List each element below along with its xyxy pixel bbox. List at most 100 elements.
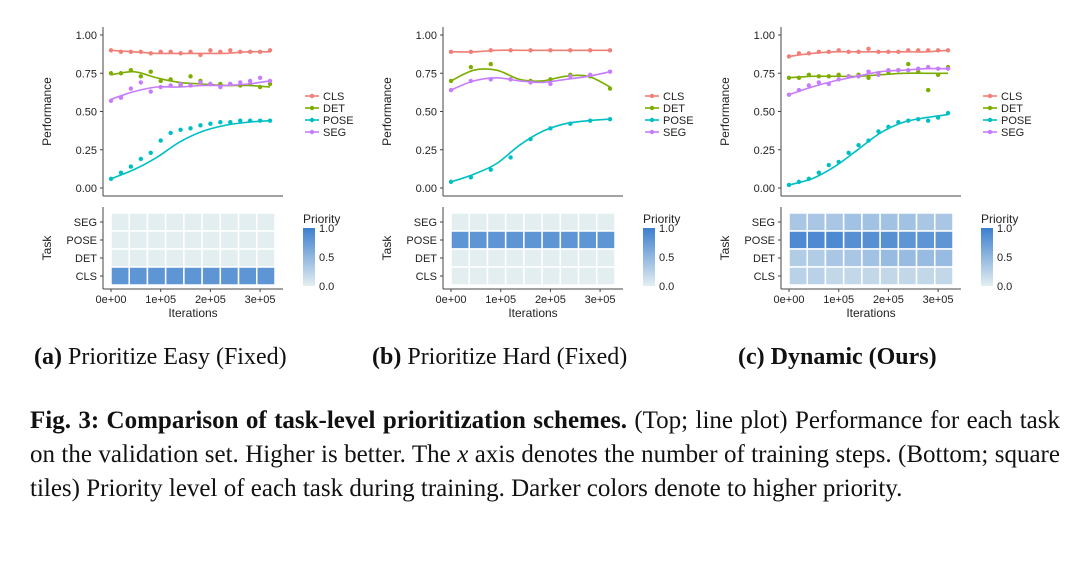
panel-c-point-seg: [945, 66, 951, 71]
panel-c-point-pose: [846, 150, 851, 156]
panel-c-heatmap-tile: [897, 212, 918, 232]
panel-b-legend-label-det: DET: [663, 103, 685, 115]
panel-a-ylabel: Performance: [40, 77, 54, 146]
panel-c-point-cls: [935, 48, 941, 53]
subcaption-a-label: (a): [34, 344, 62, 370]
panel-a-point-pose: [218, 120, 223, 125]
panel-c-xtick-label: 3e+05: [923, 294, 954, 306]
panel-c-ytick-label: 0.50: [754, 107, 775, 119]
panel-b-point-det: [548, 77, 553, 82]
panel-c-heatmap-tile: [934, 266, 954, 286]
panel-b-legend-dot-cls: [649, 93, 655, 99]
panel-a-legend-dot-det: [309, 105, 315, 111]
panel-c-task-label: CLS: [754, 271, 775, 283]
panel-a-point-pose: [267, 118, 273, 123]
panel-a-point-seg: [198, 80, 203, 85]
panel-b-legend-label-cls: CLS: [663, 91, 684, 103]
panel-c-point-seg: [906, 67, 911, 73]
panel-a-point-seg: [218, 84, 223, 90]
panel-b-xtick-label: 1e+05: [485, 294, 516, 306]
panel-b-heatmap-tile: [468, 266, 489, 286]
panel-c-point-cls: [925, 48, 931, 53]
panel-b-heatmap-ylabel: Task: [380, 235, 394, 261]
panel-c-priority-tick-label: 0.5: [997, 252, 1012, 264]
panel-a-point-cls: [247, 49, 253, 55]
panel-b-heatmap-tile: [596, 230, 616, 250]
panel-b-point-seg: [508, 77, 513, 82]
panel-c-heatmap-tile: [879, 248, 900, 268]
panel-a-heatmap-tile: [201, 212, 222, 232]
panel-c-legend-label-det: DET: [1001, 103, 1023, 115]
caption-text-2: axis denotes the number of training step…: [30, 441, 1060, 502]
panel-a-point-pose: [138, 156, 144, 162]
panel-b-heatmap-tile: [541, 212, 562, 232]
panel-a-point-seg: [178, 81, 183, 87]
panel-c-heatmap-tile: [806, 230, 827, 250]
panel-a-priority-colorbar: [303, 228, 315, 286]
panel-b-heatmap-tile: [559, 230, 580, 250]
panel-c-fit-line-cls: [788, 49, 949, 58]
panel-b-heatmap-tile: [577, 230, 598, 250]
subcaption-b-label: (b): [372, 344, 402, 370]
panel-c-heatmap-tile: [861, 248, 881, 268]
panel-c-heatmap-tile: [824, 212, 845, 232]
panel-c-xtick-label: 2e+05: [873, 294, 904, 306]
panel-b-point-pose: [468, 175, 474, 180]
panel-b-heatmap-tile: [450, 248, 470, 268]
panel-c-point-cls: [796, 51, 802, 56]
panel-a-heatmap-tile: [183, 248, 203, 268]
panel-b-point-pose: [587, 118, 593, 123]
panel-a-heatmap-tile: [219, 248, 240, 268]
panel-c-heatmap-tile: [788, 212, 808, 232]
panel-a-point-det: [257, 84, 263, 90]
panel-c-heatmap-tile: [879, 212, 900, 232]
panel-c-heatmap-tile: [915, 212, 936, 232]
panel-b-point-seg: [587, 72, 593, 77]
panel-a-point-pose: [178, 127, 183, 133]
panel-a-heatmap-tile: [128, 248, 149, 268]
panel-a-heatmap-tile: [146, 212, 167, 232]
panel-c-heatmap-tile: [861, 212, 881, 232]
panel-c-point-seg: [796, 87, 802, 93]
panel-c-point-seg: [826, 81, 831, 87]
panel-b-priority-tick-label: 1.0: [659, 223, 674, 235]
panel-a-point-cls: [188, 49, 193, 55]
panel-c-point-cls: [886, 49, 891, 55]
panel-b-heatmap-tile: [468, 248, 489, 268]
panel-b-point-det: [448, 78, 454, 84]
panel-c-point-cls: [916, 48, 921, 53]
panel-b-heatmap-tile: [504, 248, 525, 268]
panel-b-heatmap-tile: [559, 266, 580, 286]
panel-a-xtick-label: 1e+05: [145, 294, 176, 306]
panel-a-legend-label-seg: SEG: [323, 127, 346, 139]
panel-c-point-det: [796, 75, 802, 81]
panel-b-point-cls: [607, 48, 613, 53]
panel-b-point-seg: [568, 74, 573, 79]
panel-c-point-pose: [836, 159, 841, 165]
panel-a-task-label: POSE: [66, 235, 97, 247]
panel-b-point-cls: [587, 48, 593, 53]
panel-a-heatmap-tile: [128, 212, 149, 232]
panel-c-point-det: [816, 74, 822, 79]
panel-a-point-cls: [198, 52, 203, 58]
panel-c-point-det: [935, 72, 941, 77]
panel-b-task-label: POSE: [406, 235, 437, 247]
panel-b-heatmap-tile: [541, 266, 562, 286]
panel-c-fit-line-pose: [788, 113, 949, 186]
panel-a-heatmap-tile: [110, 230, 130, 250]
panel-b-point-seg: [548, 81, 553, 87]
panel-c-point-pose: [816, 170, 822, 175]
panel-c-point-pose: [886, 124, 891, 129]
panel-b-ylabel: Performance: [380, 77, 394, 146]
panel-a-heatmap-tile: [110, 266, 130, 286]
panel-a-point-cls: [267, 48, 273, 53]
panel-a-legend-dot-seg: [309, 129, 315, 135]
panel-b-xtick-label: 3e+05: [585, 294, 616, 306]
panel-a-point-cls: [128, 49, 134, 55]
panel-a-heatmap-tile: [183, 266, 203, 286]
panel-c-point-cls: [826, 49, 831, 55]
panel-a-point-cls: [238, 49, 243, 55]
panel-a-point-pose: [198, 123, 203, 128]
panel-b-xtick-label: 2e+05: [535, 294, 566, 306]
panel-c-heatmap-tile: [806, 248, 827, 268]
